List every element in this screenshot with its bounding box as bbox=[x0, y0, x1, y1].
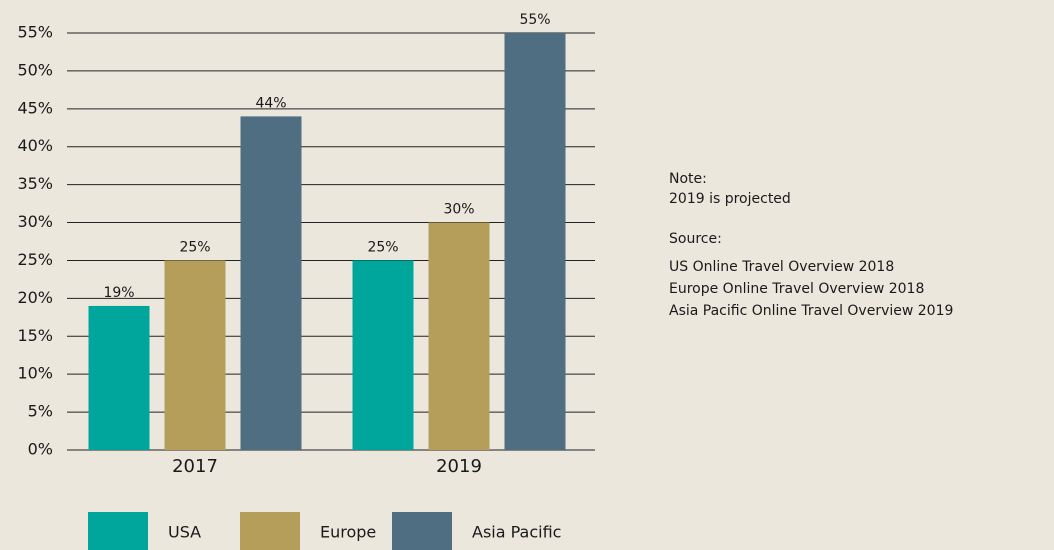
value-label: 30% bbox=[443, 202, 474, 218]
value-label: 25% bbox=[179, 239, 210, 255]
y-tick-label: 15% bbox=[17, 326, 53, 345]
y-tick-label: 35% bbox=[17, 174, 53, 193]
value-label: 25% bbox=[367, 239, 398, 255]
legend-swatch bbox=[392, 512, 452, 550]
y-tick-label: 25% bbox=[17, 250, 53, 269]
y-tick-label: 45% bbox=[17, 98, 53, 117]
annotation: Note: bbox=[669, 171, 707, 187]
annotation: 2019 is projected bbox=[669, 191, 791, 207]
legend-label: USA bbox=[168, 523, 201, 542]
annotation: Europe Online Travel Overview 2018 bbox=[669, 281, 924, 297]
bar bbox=[240, 116, 302, 451]
annotation: US Online Travel Overview 2018 bbox=[669, 259, 894, 275]
legend-swatch bbox=[240, 512, 300, 550]
legend-label: Europe bbox=[320, 523, 376, 542]
value-label: 19% bbox=[103, 285, 134, 301]
y-tick-label: 55% bbox=[17, 23, 53, 42]
legend-swatch bbox=[88, 512, 148, 550]
legend-label: Asia Pacific bbox=[472, 523, 561, 542]
bar bbox=[88, 305, 150, 450]
y-tick-label: 30% bbox=[17, 212, 53, 231]
bar bbox=[352, 260, 414, 450]
bar bbox=[428, 222, 490, 450]
y-tick-label: 5% bbox=[28, 402, 53, 421]
bar bbox=[164, 260, 226, 450]
annotation: Asia Pacific Online Travel Overview 2019 bbox=[669, 303, 953, 319]
y-tick-label: 50% bbox=[17, 60, 53, 79]
y-tick-label: 0% bbox=[28, 440, 53, 459]
annotation: Source: bbox=[669, 231, 722, 247]
value-label: 55% bbox=[519, 12, 550, 28]
bar bbox=[504, 33, 566, 450]
y-tick-label: 20% bbox=[17, 288, 53, 307]
y-tick-label: 40% bbox=[17, 136, 53, 155]
x-tick-label: 2017 bbox=[172, 456, 218, 477]
y-tick-label: 10% bbox=[17, 364, 53, 383]
x-tick-label: 2019 bbox=[436, 456, 482, 477]
value-label: 44% bbox=[255, 95, 286, 111]
